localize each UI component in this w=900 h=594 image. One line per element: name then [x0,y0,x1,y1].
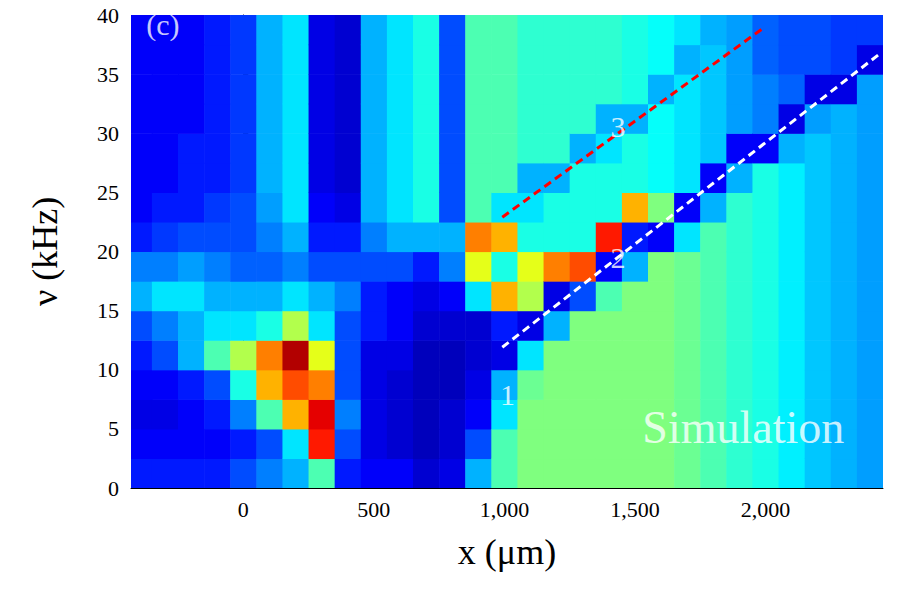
svg-text:35: 35 [97,62,119,87]
svg-text:Simulation: Simulation [642,402,844,453]
svg-text:x (μm): x (μm) [458,532,556,572]
svg-text:1,000: 1,000 [480,497,530,522]
svg-text:40: 40 [97,3,119,28]
svg-text:10: 10 [97,357,119,382]
svg-text:25: 25 [97,180,119,205]
svg-text:20: 20 [97,239,119,264]
svg-text:5: 5 [108,416,119,441]
svg-text:15: 15 [97,298,119,323]
svg-text:3: 3 [610,110,625,143]
svg-text:30: 30 [97,121,119,146]
svg-text:2: 2 [610,241,625,274]
svg-text:0: 0 [238,497,249,522]
svg-text:0: 0 [108,476,119,501]
svg-text:ν (kHz): ν (kHz) [25,197,65,306]
svg-text:1: 1 [500,378,515,411]
svg-text:500: 500 [357,497,390,522]
svg-text:1,500: 1,500 [610,497,660,522]
svg-text:(c): (c) [146,8,179,42]
svg-text:2,000: 2,000 [741,497,791,522]
